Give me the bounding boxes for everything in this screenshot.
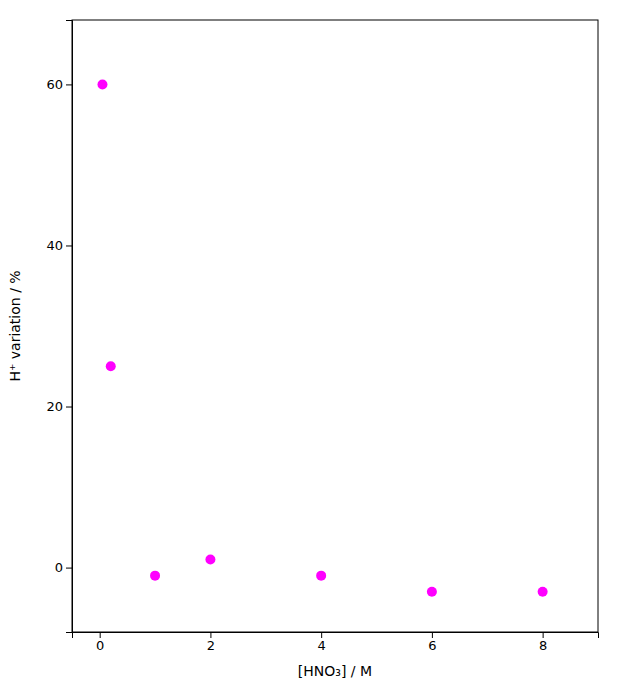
tick-mark [66,245,72,246]
tick-mark [66,568,72,569]
tick-label: 8 [539,638,547,653]
tick: 6 [428,632,436,653]
points [97,79,547,596]
point [205,555,215,565]
tick-label: 0 [96,638,104,653]
tick-mark [66,407,72,408]
tick-mark [66,84,72,85]
tick: 20 [46,399,72,414]
tick: 2 [207,632,215,653]
point [538,587,548,597]
plot-area: 0 2 4 6 8 0 20 40 60 [46,20,598,653]
tick-mark [210,632,211,638]
tick: 4 [318,632,326,653]
tick-label: 4 [318,638,326,653]
tick: 40 [46,238,72,253]
tick-label: 40 [46,238,63,253]
tick-label: 0 [55,560,63,575]
axis-line [66,21,73,633]
point [316,571,326,581]
x-axis-title: [HNO₃] / M [298,663,372,679]
chart: 0 2 4 6 8 0 20 40 60 [HNO₃] / M H⁺ variation / % [0,0,622,692]
tick-mark [543,632,544,638]
tick-label: 2 [207,638,215,653]
x-axis: 0 2 4 6 8 [73,632,599,653]
tick: 0 [96,632,104,653]
tick-label: 6 [428,638,436,653]
tick-label: 20 [46,399,63,414]
axis-line [73,633,599,639]
tick: 8 [539,632,547,653]
plot-frame [72,20,598,632]
tick-mark [100,632,101,638]
point [427,587,437,597]
tick: 0 [55,560,72,575]
point [150,571,160,581]
tick-mark [321,632,322,638]
tick-label: 60 [46,77,63,92]
tick: 60 [46,77,72,92]
point [97,79,107,89]
y-axis-title: H⁺ variation / % [7,270,23,381]
point [106,361,116,371]
y-axis: 0 20 40 60 [46,21,72,633]
tick-mark [432,632,433,638]
